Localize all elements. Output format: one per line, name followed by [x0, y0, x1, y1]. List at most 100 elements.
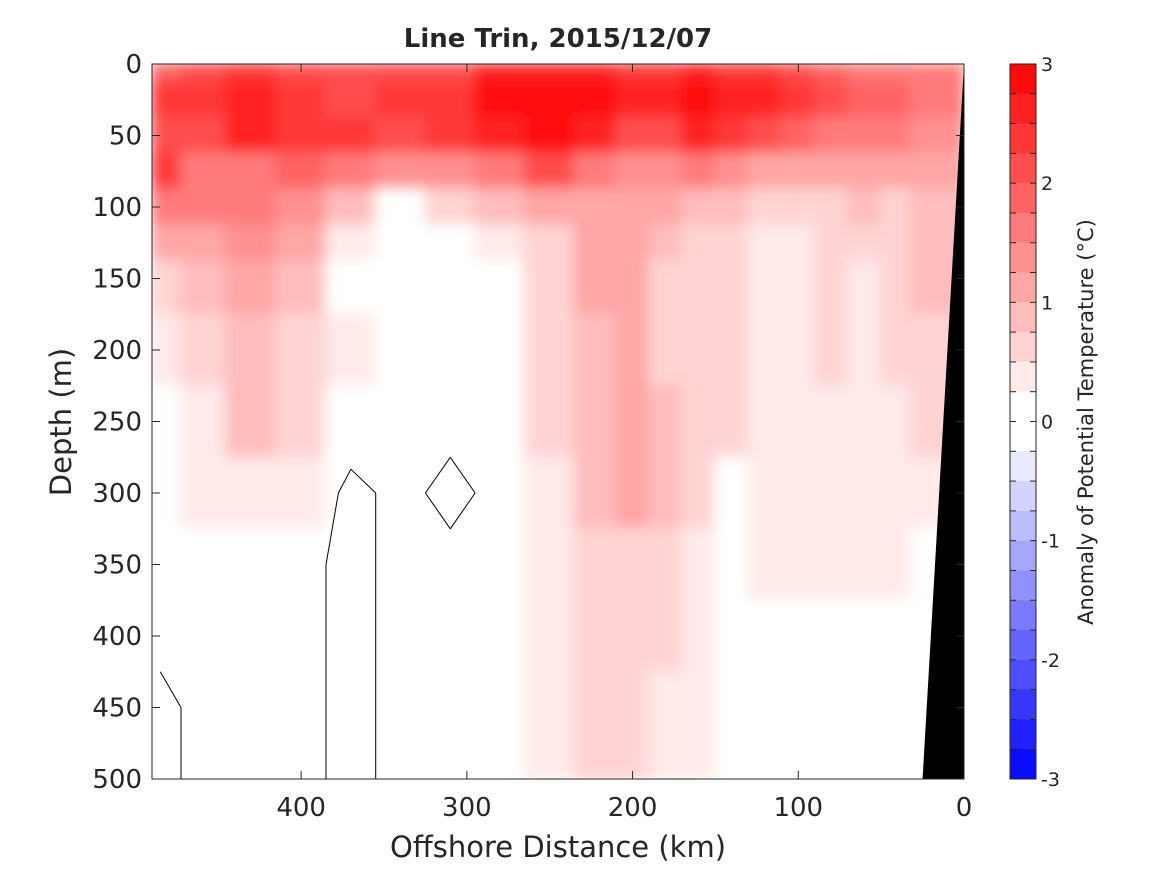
anomaly-cell — [424, 384, 477, 459]
colorbar-tick-label: -3 — [1041, 769, 1060, 791]
anomaly-cell — [325, 259, 377, 316]
y-tick-label: 200 — [92, 336, 142, 366]
anomaly-cell — [780, 527, 816, 602]
anomaly-cell — [747, 152, 783, 191]
anomaly-cell — [225, 456, 278, 530]
anomaly-cell — [681, 456, 717, 530]
anomaly-cell — [275, 259, 327, 316]
anomaly-cell — [225, 152, 278, 191]
anomaly-cell — [225, 64, 278, 83]
anomaly-cell — [615, 599, 651, 673]
anomaly-cell — [573, 80, 617, 119]
anomaly-cell — [573, 223, 617, 262]
anomaly-cell — [374, 384, 427, 459]
anomaly-cell — [648, 259, 684, 316]
anomaly-cell — [325, 116, 377, 155]
anomaly-cell — [714, 80, 750, 119]
anomaly-cell — [152, 64, 182, 83]
anomaly-cell — [648, 64, 684, 83]
anomaly-cell — [325, 64, 377, 83]
chart-title: Line Trin, 2015/12/07 — [404, 24, 712, 54]
anomaly-cell — [847, 259, 883, 316]
y-axis-label: Depth (m) — [44, 348, 78, 496]
anomaly-cell — [573, 670, 617, 745]
anomaly-cell — [152, 152, 182, 191]
anomaly-cell — [681, 116, 717, 155]
anomaly-cell — [847, 599, 883, 673]
anomaly-cell — [813, 64, 849, 83]
anomaly-cell — [909, 188, 964, 226]
anomaly-cell — [747, 670, 783, 745]
anomaly-cell — [275, 188, 327, 226]
anomaly-cell — [180, 80, 228, 119]
anomaly-cell — [275, 64, 327, 83]
anomaly-cell — [813, 670, 849, 745]
anomaly-cell — [180, 259, 228, 316]
anomaly-cell — [275, 670, 327, 745]
anomaly-cell — [225, 527, 278, 602]
anomaly-cell — [573, 152, 617, 191]
anomaly-cell — [780, 152, 816, 191]
anomaly-cell — [615, 188, 651, 226]
anomaly-cell — [847, 313, 883, 387]
anomaly-cell — [813, 188, 849, 226]
anomaly-cell — [648, 527, 684, 602]
anomaly-cell — [747, 188, 783, 226]
anomaly-cell — [747, 384, 783, 459]
anomaly-cell — [325, 152, 377, 191]
anomaly-cell — [573, 116, 617, 155]
anomaly-cell — [648, 116, 684, 155]
anomaly-cell — [225, 670, 278, 745]
colorbar-swatch — [1010, 212, 1036, 244]
anomaly-cell — [847, 64, 883, 83]
anomaly-cell — [681, 670, 717, 745]
anomaly-cell — [880, 384, 912, 459]
anomaly-cell — [780, 599, 816, 673]
anomaly-cell — [573, 188, 617, 226]
colorbar-swatch — [1010, 510, 1036, 542]
anomaly-cell — [747, 223, 783, 262]
anomaly-cell — [909, 152, 964, 191]
anomaly-cell — [424, 223, 477, 262]
anomaly-cell — [523, 116, 576, 155]
anomaly-cell — [880, 64, 912, 83]
anomaly-cell — [374, 152, 427, 191]
anomaly-cell — [424, 64, 477, 83]
anomaly-cell — [681, 80, 717, 119]
anomaly-cell — [813, 742, 849, 779]
anomaly-cell — [880, 670, 912, 745]
anomaly-cell — [474, 599, 526, 673]
anomaly-cell — [681, 599, 717, 673]
anomaly-cell — [615, 152, 651, 191]
anomaly-cell — [523, 456, 576, 530]
anomaly-cell — [374, 527, 427, 602]
anomaly-cell — [880, 456, 912, 530]
anomaly-cell — [275, 152, 327, 191]
anomaly-cell — [714, 527, 750, 602]
anomaly-cell — [847, 384, 883, 459]
colorbar-swatch — [1010, 93, 1036, 125]
anomaly-cell — [225, 116, 278, 155]
anomaly-cell — [523, 152, 576, 191]
colorbar-swatch — [1010, 451, 1036, 482]
anomaly-cell — [714, 116, 750, 155]
anomaly-cell — [813, 223, 849, 262]
anomaly-cell — [225, 742, 278, 779]
anomaly-cell — [847, 456, 883, 530]
anomaly-cell — [681, 384, 717, 459]
y-tick-label: 150 — [92, 265, 142, 295]
anomaly-cell — [813, 527, 849, 602]
anomaly-cell — [275, 116, 327, 155]
anomaly-cell — [225, 313, 278, 387]
anomaly-cell — [374, 313, 427, 387]
anomaly-cell — [780, 64, 816, 83]
anomaly-cell — [573, 599, 617, 673]
anomaly-cell — [780, 384, 816, 459]
anomaly-cell — [523, 384, 576, 459]
anomaly-cell — [813, 456, 849, 530]
anomaly-cell — [813, 152, 849, 191]
anomaly-cell — [847, 116, 883, 155]
anomaly-cell — [325, 527, 377, 602]
colorbar-swatch — [1010, 689, 1036, 720]
anomaly-cell — [681, 742, 717, 779]
